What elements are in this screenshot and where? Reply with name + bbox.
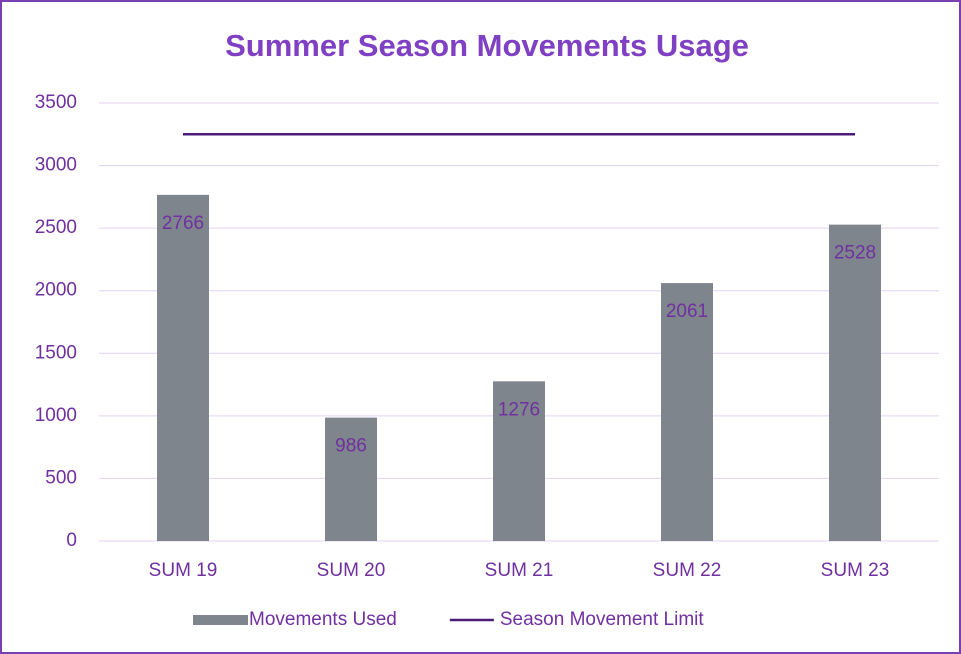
legend-swatch [193,615,248,625]
x-tick-label: SUM 22 [653,560,722,581]
y-tick-label: 3000 [35,155,77,176]
y-tick-label: 3500 [35,92,77,113]
data-label: 986 [335,436,367,457]
bar [661,283,713,541]
data-label: 2528 [834,243,876,264]
y-tick-label: 0 [66,530,77,551]
y-tick-label: 1000 [35,405,77,426]
y-tick-label: 2000 [35,280,77,301]
bar [829,224,881,541]
bar [325,417,377,541]
chart-title: Summer Season Movements Usage [225,28,749,63]
legend-label: Season Movement Limit [500,609,705,630]
x-tick-label: SUM 20 [317,560,386,581]
data-label: 2061 [666,301,708,322]
x-tick-label: SUM 21 [485,560,554,581]
y-tick-label: 500 [45,467,77,488]
y-tick-label: 2500 [35,217,77,238]
x-tick-label: SUM 23 [821,560,890,581]
legend-label: Movements Used [249,609,397,630]
bar [157,194,209,541]
x-tick-label: SUM 19 [149,560,218,581]
y-tick-label: 1500 [35,342,77,363]
data-label: 2766 [162,213,204,234]
data-label: 1276 [498,399,540,420]
bar [493,381,545,541]
